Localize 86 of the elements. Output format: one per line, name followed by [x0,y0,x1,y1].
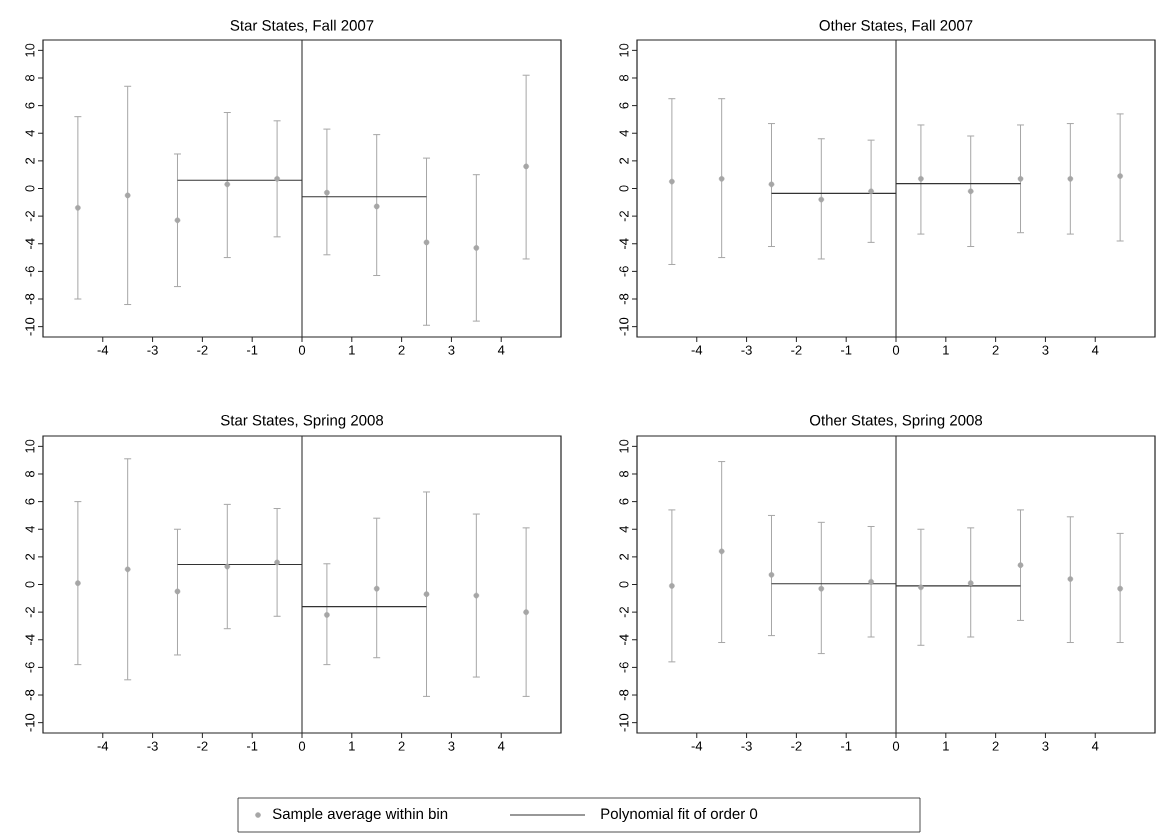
x-tick-label: -2 [791,741,802,751]
y-tick-label: -6 [25,266,35,277]
y-tick-label: 2 [619,553,629,560]
y-tick-label: -6 [619,266,629,277]
x-tick-label: -4 [97,741,109,751]
y-tick-label: 6 [619,102,629,109]
x-tick-label: -3 [741,741,752,751]
x-tick-label: -2 [197,345,208,355]
y-tick-label: 8 [619,470,629,478]
x-tick-label: 2 [398,741,405,751]
y-tick-label: -10 [25,713,35,732]
x-tick-label: -1 [841,741,852,751]
y-tick-label: 4 [619,130,629,137]
legend-label: Polynomial fit of order 0 [601,808,758,822]
x-tick-label: 4 [497,345,505,355]
x-tick-label: 1 [349,345,355,355]
y-tick-label: 2 [619,157,629,164]
y-tick-label: -8 [25,689,35,701]
x-tick-label: 1 [349,741,355,751]
chart-title: Other States, Spring 2008 [809,414,983,429]
x-tick-label: 3 [1042,741,1049,751]
x-tick-label: 1 [943,741,949,751]
x-tick-label: -4 [691,345,703,355]
chart-title: Other States, Fall 2007 [819,19,973,33]
y-tick-label: 2 [25,157,35,164]
y-tick-label: 8 [25,470,35,478]
y-tick-label: -6 [25,662,35,673]
y-tick-label: -2 [619,607,629,618]
y-tick-label: 4 [619,526,629,533]
y-tick-label: 4 [25,130,35,137]
chart-title: Star States, Spring 2008 [220,414,384,429]
y-tick-label: -2 [25,607,35,618]
x-tick-label: -1 [841,345,852,355]
y-tick-label: -4 [619,238,629,249]
y-tick-label: 4 [25,526,35,533]
chart-title: Star States, Fall 2007 [230,19,374,33]
x-tick-label: -3 [147,741,158,751]
y-tick-label: -10 [25,317,35,336]
y-tick-label: -8 [619,293,629,305]
y-tick-label: -2 [25,211,35,222]
y-tick-label: 10 [619,43,629,57]
y-tick-label: 10 [619,439,629,453]
y-tick-label: 0 [619,581,629,588]
y-tick-label: -4 [25,238,35,249]
x-tick-label: 3 [1042,345,1049,355]
x-tick-label: 3 [448,345,455,355]
y-tick-label: -6 [619,662,629,673]
y-tick-label: -10 [619,317,629,336]
x-tick-label: -3 [147,345,158,355]
y-tick-label: -8 [25,293,35,305]
y-tick-label: 6 [25,498,35,505]
x-tick-label: 2 [398,345,405,355]
y-tick-label: 10 [25,43,35,57]
x-tick-label: -2 [791,345,802,355]
x-tick-label: 3 [448,741,455,751]
x-tick-label: -2 [197,741,208,751]
x-tick-label: 4 [1091,345,1099,355]
x-tick-label: 0 [892,345,900,355]
y-tick-label: -4 [619,634,629,645]
x-tick-label: -1 [246,345,258,355]
y-tick-label: -2 [619,211,629,222]
y-tick-label: 0 [619,185,629,192]
y-tick-label: 0 [25,581,35,588]
y-tick-label: -8 [619,689,629,701]
x-tick-label: -4 [691,741,703,751]
x-tick-label: 1 [943,345,949,355]
y-tick-label: 2 [25,553,35,560]
x-tick-label: 2 [992,345,999,355]
y-tick-label: 0 [25,185,35,192]
y-tick-label: 6 [25,102,35,109]
x-tick-label: -3 [741,345,752,355]
x-tick-label: 0 [298,345,306,355]
y-tick-label: 10 [25,439,35,453]
y-tick-label: -10 [619,713,629,732]
x-tick-label: 0 [892,741,900,751]
y-tick-label: 8 [25,74,35,82]
legend-label: Sample average within bin [272,808,448,822]
y-tick-label: 6 [619,498,629,505]
x-tick-label: 4 [1091,741,1099,751]
x-tick-label: 4 [497,741,505,751]
x-tick-label: 0 [298,741,306,751]
x-tick-label: 2 [992,741,999,751]
y-tick-label: 8 [619,74,629,82]
x-tick-label: -4 [97,345,109,355]
x-tick-label: -1 [246,741,258,751]
y-tick-label: -4 [25,634,35,645]
